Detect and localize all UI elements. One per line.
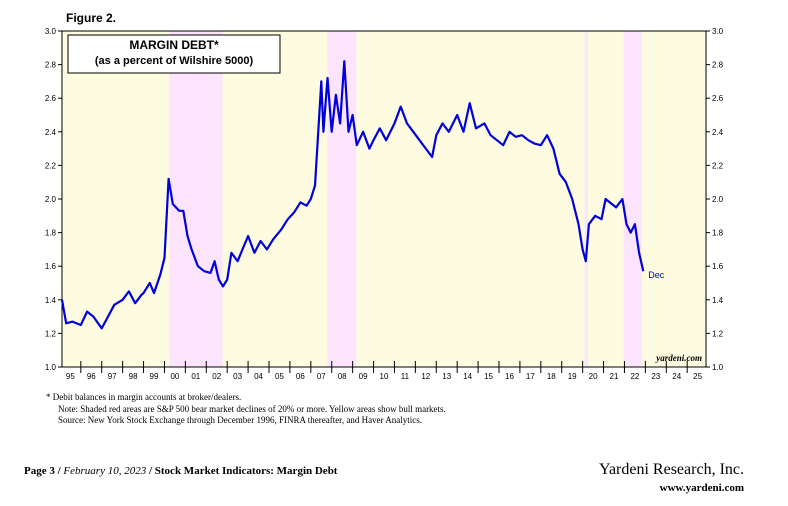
x-tick-label: 09 <box>359 372 368 381</box>
x-tick-label: 14 <box>463 372 472 381</box>
y2-tick-label: 1.6 <box>712 262 724 271</box>
y-tick-label: 1.4 <box>45 296 57 305</box>
y-tick-label: 2.6 <box>45 94 57 103</box>
x-tick-label: 15 <box>484 372 493 381</box>
x-tick-label: 08 <box>338 372 347 381</box>
x-tick-label: 24 <box>672 372 681 381</box>
y-tick-label: 1.6 <box>45 262 57 271</box>
footer-topic: / Stock Market Indicators: Margin Debt <box>146 465 338 477</box>
company: Yardeni Research, Inc. <box>599 461 744 478</box>
y2-tick-label: 2.2 <box>712 161 724 170</box>
x-tick-label: 12 <box>421 372 430 381</box>
y-tick-label: 2.2 <box>45 161 57 170</box>
y-tick-label: 1.0 <box>45 363 57 372</box>
url: www.yardeni.com <box>660 482 744 494</box>
x-tick-label: 98 <box>129 372 138 381</box>
margin-debt-line <box>60 60 645 330</box>
x-tick-label: 99 <box>150 372 159 381</box>
x-tick-label: 16 <box>505 372 514 381</box>
y-tick-label: 2.8 <box>45 61 57 70</box>
bear-market-area <box>623 31 642 367</box>
end-label: Dec <box>648 270 665 280</box>
note: * Debit balances in margin accounts at b… <box>46 392 241 402</box>
y-tick-label: 1.8 <box>45 229 57 238</box>
y2-tick-label: 2.8 <box>712 61 724 70</box>
x-tick-label: 95 <box>66 372 75 381</box>
x-tick-label: 07 <box>317 372 326 381</box>
x-tick-label: 10 <box>380 372 389 381</box>
x-tick-label: 20 <box>589 372 598 381</box>
x-tick-label: 17 <box>526 372 535 381</box>
x-tick-label: 96 <box>87 372 96 381</box>
y2-tick-label: 2.0 <box>712 195 724 204</box>
background-layer <box>62 31 706 367</box>
note: Note: Shaded red areas are S&P 500 bear … <box>58 404 446 414</box>
x-tick-label: 03 <box>233 372 242 381</box>
x-tick-label: 23 <box>651 372 660 381</box>
y-tick-label: 3.0 <box>45 27 57 36</box>
footer-page: Page 3 / <box>24 465 63 477</box>
y2-tick-label: 1.2 <box>712 329 724 338</box>
bear-market-area <box>584 31 588 367</box>
x-tick-label: 21 <box>610 372 619 381</box>
x-tick-label: 25 <box>693 372 702 381</box>
y2-tick-label: 1.4 <box>712 296 724 305</box>
x-tick-label: 00 <box>170 372 179 381</box>
y2-tick-label: 1.8 <box>712 229 724 238</box>
x-tick-label: 01 <box>191 372 200 381</box>
x-tick-label: 22 <box>630 372 639 381</box>
footer-left: Page 3 / February 10, 2023 / Stock Marke… <box>24 465 338 477</box>
bull-market-area <box>62 31 706 367</box>
y2-tick-label: 3.0 <box>712 27 724 36</box>
x-tick-label: 13 <box>442 372 451 381</box>
x-tick-label: 18 <box>547 372 556 381</box>
x-tick-label: 02 <box>212 372 221 381</box>
y2-tick-label: 2.6 <box>712 94 724 103</box>
x-tick-label: 19 <box>568 372 577 381</box>
y2-tick-label: 2.4 <box>712 128 724 137</box>
y-tick-label: 2.0 <box>45 195 57 204</box>
watermark: yardeni.com <box>655 353 702 363</box>
footer-date: February 10, 2023 <box>62 465 146 477</box>
y2-tick-label: 1.0 <box>712 363 724 372</box>
x-tick-label: 06 <box>296 372 305 381</box>
bear-market-area <box>169 31 223 367</box>
x-tick-label: 05 <box>275 372 284 381</box>
y-tick-label: 2.4 <box>45 128 57 137</box>
chart-subtitle: (as a percent of Wilshire 5000) <box>95 55 254 67</box>
x-tick-label: 97 <box>108 372 117 381</box>
figure-label: Figure 2. <box>66 11 116 25</box>
y-tick-label: 1.2 <box>45 329 57 338</box>
x-tick-label: 11 <box>401 372 410 381</box>
note: Source: New York Stock Exchange through … <box>58 415 422 425</box>
x-tick-label: 04 <box>254 372 263 381</box>
chart-title: MARGIN DEBT* <box>129 38 219 52</box>
title-box <box>67 34 281 74</box>
